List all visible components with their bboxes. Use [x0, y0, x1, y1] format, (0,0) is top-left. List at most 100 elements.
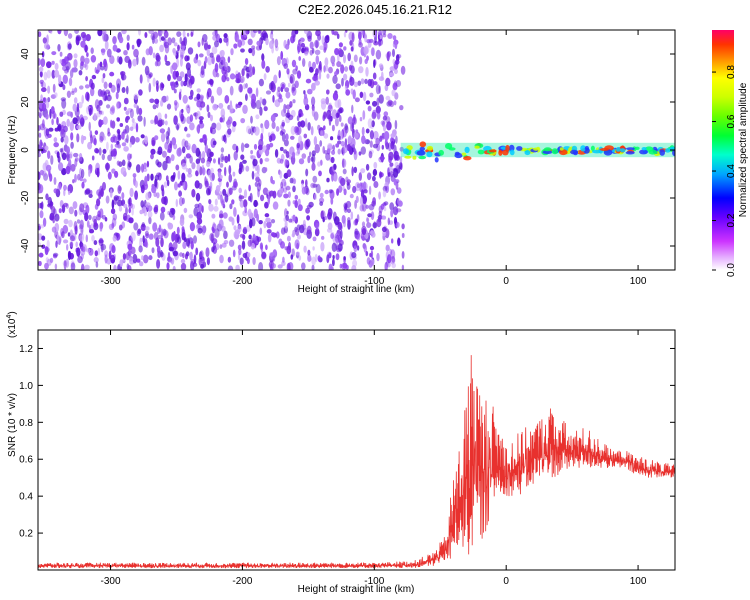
noise-speck: [264, 167, 268, 172]
noise-speck: [323, 41, 328, 51]
noise-speck: [327, 142, 333, 150]
noise-speck: [326, 177, 330, 183]
noise-speck: [285, 214, 290, 222]
noise-speck: [326, 109, 332, 120]
noise-speck: [102, 73, 106, 79]
noise-speck: [116, 55, 120, 63]
noise-speck: [204, 176, 207, 185]
noise-speck: [394, 59, 400, 65]
noise-speck: [265, 37, 269, 46]
noise-speck: [232, 143, 238, 151]
noise-speck: [198, 116, 204, 121]
noise-speck: [361, 201, 367, 212]
x-tick-label: -300: [101, 576, 121, 587]
noise-speck: [373, 161, 378, 169]
noise-speck: [117, 199, 123, 207]
noise-speck: [317, 255, 321, 262]
noise-speck: [85, 204, 90, 214]
noise-speck: [82, 63, 87, 68]
noise-speck: [168, 246, 175, 252]
noise-speck: [333, 31, 339, 36]
noise-speck: [254, 172, 260, 178]
noise-speck: [349, 193, 354, 199]
y-tick-label: 40: [20, 48, 31, 60]
noise-speck: [206, 188, 211, 195]
noise-speck: [99, 61, 103, 68]
noise-speck: [123, 97, 129, 105]
noise-speck: [144, 230, 149, 237]
signal-blob: [454, 152, 463, 159]
noise-speck: [102, 30, 107, 35]
noise-speck: [46, 239, 50, 249]
noise-speck: [297, 43, 302, 53]
noise-speck: [393, 178, 397, 186]
noise-speck: [260, 133, 264, 142]
noise-speck: [99, 119, 105, 125]
noise-speck: [378, 191, 381, 200]
noise-speck: [250, 155, 256, 160]
noise-speck: [211, 213, 216, 219]
noise-speck: [156, 259, 161, 269]
noise-speck: [337, 135, 342, 141]
noise-speck: [278, 238, 283, 246]
noise-speck: [287, 82, 291, 88]
noise-speck: [206, 188, 211, 196]
noise-speck: [76, 125, 82, 130]
noise-speck: [179, 109, 184, 119]
noise-speck: [219, 244, 223, 249]
noise-speck: [226, 120, 231, 125]
noise-speck: [91, 235, 95, 242]
noise-speck: [192, 262, 198, 268]
noise-speck: [311, 162, 316, 171]
noise-speck: [143, 162, 147, 170]
noise-speck: [359, 56, 363, 65]
noise-speck: [191, 162, 196, 170]
noise-speck: [325, 65, 329, 72]
noise-speck: [128, 207, 131, 214]
noise-speck: [343, 54, 346, 64]
noise-speck: [280, 227, 286, 235]
noise-speck: [294, 127, 300, 136]
noise-speck: [60, 97, 67, 102]
noise-speck: [52, 83, 56, 93]
noise-speck: [305, 168, 309, 177]
noise-speck: [43, 71, 48, 81]
noise-speck: [391, 89, 396, 97]
noise-speck: [266, 221, 272, 229]
noise-speck: [266, 229, 272, 234]
noise-speck: [322, 216, 326, 223]
noise-speck: [73, 152, 79, 158]
noise-speck: [40, 58, 46, 68]
noise-speck: [330, 156, 335, 164]
noise-speck: [239, 199, 245, 208]
noise-speck: [322, 146, 326, 154]
noise-speck: [337, 221, 343, 231]
noise-speck: [237, 39, 242, 48]
noise-speck: [167, 74, 171, 82]
noise-speck: [354, 97, 360, 103]
noise-speck: [172, 265, 176, 270]
noise-speck: [91, 74, 97, 80]
noise-speck: [152, 52, 156, 59]
noise-speck: [99, 222, 103, 232]
noise-speck: [320, 100, 327, 110]
noise-speck: [284, 220, 288, 229]
noise-speck: [390, 188, 396, 196]
noise-speck: [172, 214, 176, 221]
noise-speck: [382, 230, 387, 237]
noise-speck: [353, 148, 357, 155]
noise-speck: [335, 234, 340, 244]
noise-speck: [116, 101, 119, 110]
noise-speck: [235, 73, 240, 80]
noise-speck: [260, 35, 265, 41]
noise-speck: [280, 109, 287, 117]
noise-speck: [207, 111, 211, 119]
noise-speck: [84, 57, 90, 65]
noise-speck: [346, 217, 351, 224]
noise-speck: [224, 61, 229, 71]
noise-speck: [59, 148, 63, 153]
noise-speck: [148, 46, 153, 56]
noise-speck: [289, 76, 293, 84]
noise-speck: [205, 247, 210, 258]
noise-speck: [200, 263, 205, 269]
